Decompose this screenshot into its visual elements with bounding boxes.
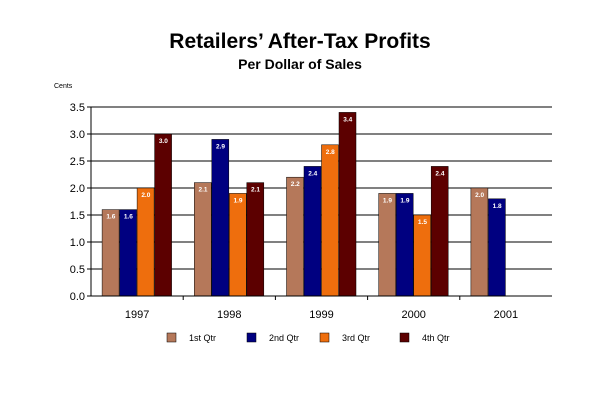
bar (211, 139, 230, 297)
data-label: 2.0 (475, 192, 484, 199)
bar (378, 193, 396, 297)
bar (136, 187, 155, 297)
y-tick-label: 3.0 (70, 129, 85, 141)
bar (246, 182, 265, 297)
bar (229, 193, 247, 297)
data-label: 1.9 (234, 197, 243, 204)
bar (119, 209, 137, 297)
y-tick-label: 0.0 (70, 291, 85, 303)
legend-label: 1st Qtr (189, 333, 216, 343)
legend-swatch (246, 332, 257, 343)
data-label: 2.4 (308, 170, 317, 177)
y-axis-label: Cents (54, 83, 73, 90)
bar (303, 166, 322, 297)
legend-swatch (319, 332, 330, 343)
data-label: 2.0 (141, 192, 150, 199)
bar (338, 112, 357, 297)
y-tick-label: 1.5 (70, 210, 85, 222)
data-label: 2.2 (291, 181, 300, 188)
bar (321, 144, 339, 297)
data-label: 2.9 (216, 143, 225, 150)
bar (286, 176, 304, 297)
data-label: 3.0 (159, 138, 168, 145)
y-tick-label: 2.5 (70, 156, 85, 168)
y-tick-label: 0.5 (70, 264, 85, 276)
bar (395, 193, 414, 297)
data-label: 2.1 (199, 187, 208, 194)
legend-label: 4th Qtr (422, 333, 450, 343)
legend-swatch (399, 332, 410, 343)
y-tick-label: 3.5 (70, 102, 85, 114)
axes: 0.0 0.5 1.0 1.5 2.0 2.5 3.0 3.5 1997 1998 1999 2000… (70, 102, 552, 321)
chart-title: Retailers’ After-Tax Profits (169, 30, 431, 53)
bars: 1.6 1.6 2.0 3.0 2.1 2.9 1.9 2.1 2.2 2.4 2.8 3.4 1.9 1… (101, 112, 506, 297)
bar (470, 187, 489, 297)
y-tick-label: 1.0 (70, 237, 85, 249)
data-label: 1.9 (383, 197, 392, 204)
legend-label: 3rd Qtr (342, 333, 370, 343)
legend-label: 2nd Qtr (269, 333, 299, 343)
x-tick-label: 1998 (217, 309, 241, 321)
bar (194, 182, 212, 297)
data-label: 1.5 (418, 219, 427, 226)
bar (154, 133, 172, 297)
chart-subtitle: Per Dollar of Sales (238, 56, 362, 72)
data-label: 2.8 (326, 149, 335, 156)
x-tick-label: 1999 (309, 309, 333, 321)
x-tick-label: 2001 (494, 309, 518, 321)
legend-swatch (166, 332, 177, 343)
bar (488, 198, 506, 297)
data-label: 2.4 (435, 170, 444, 177)
data-label: 2.1 (251, 187, 260, 194)
bar (101, 209, 120, 297)
data-label: 3.4 (343, 116, 352, 123)
x-tick-label: 2000 (401, 309, 425, 321)
y-tick-label: 2.0 (70, 183, 85, 195)
x-tick-label: 1997 (125, 309, 149, 321)
data-label: 1.6 (124, 214, 133, 221)
bar (413, 214, 431, 297)
legend: 1st Qtr 2nd Qtr 3rd Qtr 4th Qtr (166, 332, 450, 343)
data-label: 1.8 (493, 203, 502, 210)
data-label: 1.9 (400, 197, 409, 204)
bar (430, 166, 449, 297)
data-label: 1.6 (106, 214, 115, 221)
